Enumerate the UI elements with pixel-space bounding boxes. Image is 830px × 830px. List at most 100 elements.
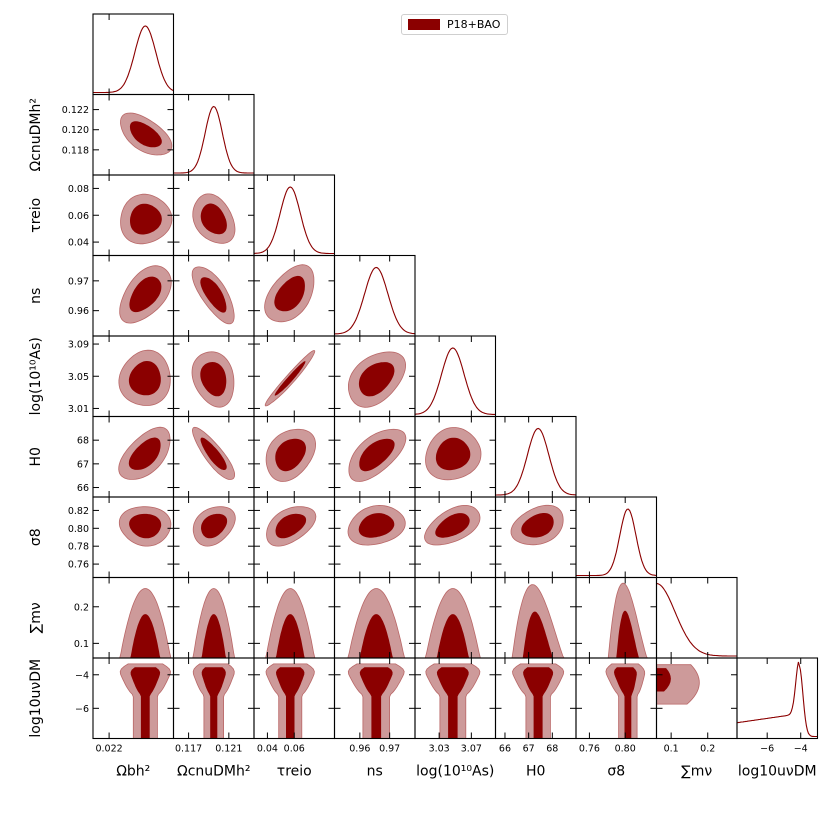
axis-label-text: τreio	[277, 764, 312, 780]
y-tick-label: 68	[77, 436, 89, 447]
panel-H0-vs-ln10As	[425, 427, 482, 481]
panel-H0-vs-n_s	[348, 428, 407, 482]
axis-label-sigma8: σ8	[607, 764, 625, 780]
y-tick-label: 3.09	[68, 340, 89, 351]
marginal-n_s	[334, 266, 415, 335]
axis-label-sum_mnu: ∑mν	[28, 602, 44, 633]
panel-sigma8-vs-omega_b	[118, 506, 172, 547]
axis-label-text: ns	[28, 288, 44, 304]
panel-sigma8-vs-tau	[266, 506, 317, 547]
x-tick-label: 0.06	[284, 744, 305, 755]
y-tick-label: 0.1	[74, 639, 89, 650]
panel-H0-vs-H0	[495, 427, 576, 496]
marginal-sum_mnu	[656, 582, 737, 657]
marginal-omega_b	[93, 25, 174, 94]
panel-sum_mnu-vs-sum_mnu	[656, 582, 737, 657]
x-tick-label: 0.1	[664, 744, 679, 755]
panel-log10u-vs-ln10As	[425, 663, 481, 739]
axis-label-text: Ωbh²	[116, 764, 150, 780]
legend: P18+BAO	[401, 14, 508, 35]
panel-n_s-vs-omega_b	[119, 265, 172, 324]
panel-sum_mnu-vs-tau	[265, 588, 316, 658]
panel-tau-vs-omega_cdm	[192, 193, 236, 244]
axis-label-text: τreio	[28, 198, 44, 233]
panel-sum_mnu-vs-n_s	[347, 588, 406, 658]
marginal-log10u	[737, 661, 818, 738]
axis-label-text: ΩcnuDMh²	[28, 98, 44, 172]
panel-omega_cdm-vs-omega_cdm	[173, 105, 254, 174]
contour-inner	[522, 611, 554, 658]
x-tick-label: 0.121	[215, 744, 242, 755]
contour-inner	[358, 513, 395, 538]
contour-inner	[129, 276, 162, 313]
panel-frame	[655, 576, 738, 659]
panel-sigma8-vs-H0	[510, 504, 564, 546]
panel-n_s-vs-n_s	[334, 266, 415, 335]
panel-log10u-vs-omega_b	[119, 663, 171, 739]
x-tick-label: 3.03	[429, 744, 450, 755]
contour-inner	[275, 614, 305, 658]
contour-inner	[359, 614, 394, 658]
contour-inner	[201, 667, 226, 739]
contour-inner	[276, 667, 305, 739]
panel-frame	[92, 13, 175, 96]
axis-label-tau: τreio	[277, 764, 312, 780]
axis-label-H0: H0	[526, 764, 545, 780]
contour-inner	[200, 437, 227, 470]
legend-swatch	[408, 19, 440, 30]
x-tick-label: 3.07	[461, 744, 482, 755]
x-tick-label: 0.96	[349, 744, 370, 755]
panel-log10u-vs-log10u	[737, 661, 818, 738]
panel-frame	[494, 415, 577, 498]
axis-label-text: H0	[526, 764, 545, 780]
contour-inner	[616, 610, 640, 658]
contour-inner	[200, 362, 227, 397]
y-tick-label: 3.05	[68, 372, 89, 383]
y-tick-label: 0.08	[68, 184, 89, 195]
axis-label-ln10As: log(10¹⁰As)	[416, 764, 494, 780]
contour-inner	[129, 513, 162, 539]
axis-label-text: σ8	[607, 764, 625, 780]
contour-inner	[359, 438, 395, 472]
legend-label: P18+BAO	[447, 18, 501, 31]
axis-label-n_s: ns	[367, 764, 383, 780]
y-tick-label: 0.78	[68, 542, 89, 553]
contour-inner	[358, 362, 395, 397]
axis-label-omega_cdm: ΩcnuDMh²	[177, 764, 251, 780]
axis-label-text: log10uνDM	[28, 659, 44, 738]
panel-H0-vs-omega_cdm	[191, 426, 235, 480]
marginal-H0	[495, 427, 576, 496]
axis-label-n_s: ns	[28, 288, 44, 304]
contour-inner	[130, 203, 162, 235]
panel-H0-vs-omega_b	[118, 426, 171, 480]
contour-inner	[359, 667, 393, 739]
axis-label-sum_mnu: ∑mν	[681, 764, 712, 780]
contour-inner	[130, 667, 161, 739]
axis-label-omega_cdm: ΩcnuDMh²	[28, 98, 44, 172]
x-tick-label: −4	[794, 744, 808, 755]
y-tick-label: 66	[77, 483, 89, 494]
axis-label-sigma8: σ8	[28, 528, 44, 546]
y-tick-label: −4	[75, 670, 89, 681]
panel-sigma8-vs-omega_cdm	[192, 506, 236, 547]
axis-label-log10u: log10uνDM	[738, 764, 817, 780]
panel-sum_mnu-vs-sigma8	[607, 582, 648, 658]
marginal-ln10As	[415, 347, 496, 415]
contour-inner	[201, 513, 228, 539]
y-tick-label: 0.80	[68, 524, 89, 535]
x-tick-label: 0.97	[379, 744, 400, 755]
x-tick-label: 0.76	[579, 744, 600, 755]
x-tick-label: 0.117	[175, 744, 202, 755]
contour-inner	[128, 437, 161, 470]
panel-sum_mnu-vs-ln10As	[424, 588, 481, 658]
marginal-omega_cdm	[173, 105, 254, 174]
x-tick-label: 0.80	[615, 744, 636, 755]
contour-inner	[436, 614, 470, 658]
panel-frame	[414, 335, 497, 418]
contour-inner	[200, 203, 227, 235]
panel-frame	[253, 174, 336, 257]
contour-inner	[274, 361, 306, 396]
y-tick-label: 0.2	[74, 602, 89, 613]
y-tick-label: 0.120	[62, 125, 89, 136]
